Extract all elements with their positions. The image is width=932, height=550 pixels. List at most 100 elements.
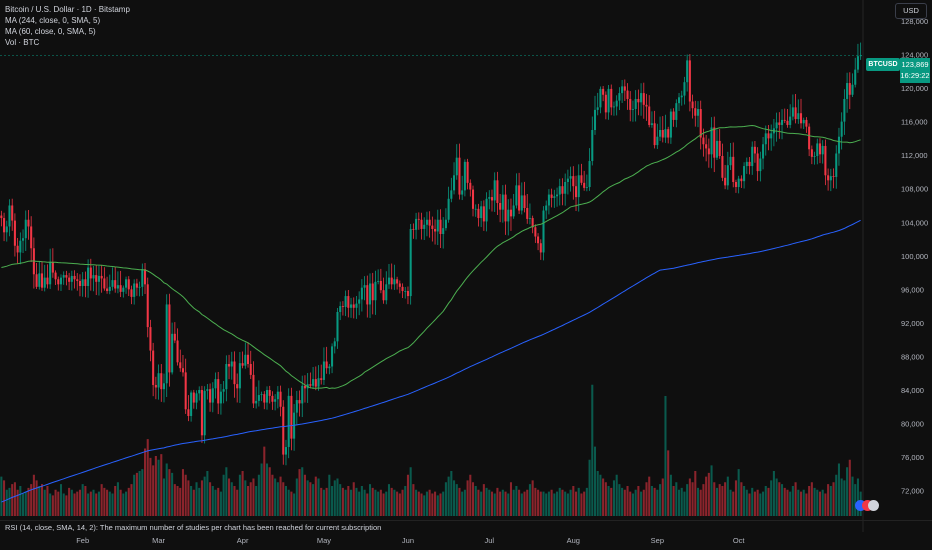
candle-body xyxy=(97,275,100,282)
volume-bar xyxy=(211,486,214,516)
volume-bar xyxy=(149,457,152,516)
volume-bar xyxy=(721,486,724,516)
volume-bar xyxy=(252,478,255,516)
volume-bar xyxy=(621,487,624,516)
ma-60-legend[interactable]: MA (60, close, 0, SMA, 5) xyxy=(5,27,96,36)
volume-bar xyxy=(781,484,784,516)
candle-body xyxy=(583,182,586,188)
volume-legend[interactable]: Vol · BTC xyxy=(5,38,40,47)
candle-body xyxy=(3,218,6,233)
candle-body xyxy=(203,390,206,436)
candle-body xyxy=(70,275,73,282)
volume-bar xyxy=(832,482,835,516)
candle-body xyxy=(38,273,41,287)
volume-bar xyxy=(40,484,44,516)
candle-body xyxy=(818,143,822,155)
candle-body xyxy=(187,409,190,416)
volume-bar xyxy=(835,474,838,516)
candle-body xyxy=(49,262,52,285)
volume-bar xyxy=(32,474,35,516)
candle-body xyxy=(95,275,98,282)
candle-body xyxy=(553,196,556,198)
volume-bar xyxy=(789,491,792,516)
candle-body xyxy=(539,243,542,253)
volume-bar xyxy=(138,471,141,516)
volume-bar xyxy=(295,478,298,516)
candle-body xyxy=(358,299,361,304)
x-axis-tick-label: Apr xyxy=(237,536,249,545)
volume-bar xyxy=(661,478,664,516)
volume-bar xyxy=(702,484,705,516)
candle-body xyxy=(27,219,30,227)
candle-body xyxy=(726,165,729,186)
y-axis-tick-label: 76,000 xyxy=(901,453,924,462)
candle-body xyxy=(442,228,445,234)
volume-bar xyxy=(103,487,106,516)
candle-body xyxy=(439,219,442,234)
volume-bar xyxy=(274,478,277,516)
symbol-title[interactable]: Bitcoin / U.S. Dollar · 1D · Bitstamp xyxy=(5,5,130,14)
volume-bar xyxy=(669,474,672,516)
candle-body xyxy=(545,205,548,211)
candle-body xyxy=(401,286,404,292)
volume-bar xyxy=(539,491,542,516)
ma-244-legend[interactable]: MA (244, close, 0, SMA, 5) xyxy=(5,16,101,25)
candle-body xyxy=(526,208,529,219)
candle-body xyxy=(851,84,854,95)
us-flag-icon[interactable] xyxy=(855,500,866,511)
candle-body xyxy=(610,88,613,108)
candle-body xyxy=(322,361,325,380)
candle-body xyxy=(336,312,339,342)
candle-body xyxy=(314,379,317,387)
candle-body xyxy=(751,146,754,167)
event-flag-icon[interactable] xyxy=(868,500,879,511)
volume-bar xyxy=(656,489,659,516)
candle-body xyxy=(537,236,540,244)
candle-body xyxy=(490,197,494,201)
volume-bar xyxy=(474,486,477,516)
volume-bar xyxy=(92,489,95,516)
volume-bar xyxy=(431,493,434,516)
candle-body xyxy=(198,390,201,394)
volume-bar xyxy=(24,491,27,516)
volume-bar xyxy=(471,482,475,516)
volume-bar xyxy=(683,491,686,516)
candle-body xyxy=(406,291,409,297)
volume-bar xyxy=(602,478,605,516)
candle-body xyxy=(263,394,266,403)
candle-body xyxy=(515,185,518,206)
volume-bar xyxy=(317,478,320,516)
currency-button[interactable]: USD xyxy=(895,3,927,19)
candle-body xyxy=(512,205,515,217)
volume-bar xyxy=(585,487,588,516)
candle-body xyxy=(783,119,786,121)
candle-body xyxy=(656,136,659,146)
volume-bar xyxy=(607,486,610,516)
candle-body xyxy=(68,277,71,282)
candle-body xyxy=(642,93,645,105)
volume-bar xyxy=(111,493,114,516)
volume-bar xyxy=(466,480,469,516)
candle-body xyxy=(11,205,14,221)
candle-body xyxy=(236,384,239,389)
candle-body xyxy=(108,286,111,292)
candle-body xyxy=(157,373,160,388)
volume-bar xyxy=(612,480,616,516)
candle-body xyxy=(390,277,393,285)
candle-body xyxy=(146,284,149,328)
volume-bar xyxy=(566,493,569,516)
candle-body xyxy=(62,275,65,278)
volume-bar xyxy=(165,463,168,516)
volume-bar xyxy=(328,474,331,516)
volume-bar xyxy=(141,469,144,516)
candle-body xyxy=(447,198,450,220)
volume-bar xyxy=(439,493,442,516)
candle-body xyxy=(534,227,537,237)
event-flag-icon[interactable] xyxy=(862,500,873,511)
volume-bar xyxy=(13,482,16,516)
candle-body xyxy=(398,283,401,287)
volume-bar xyxy=(89,491,92,516)
candle-body xyxy=(165,304,168,384)
